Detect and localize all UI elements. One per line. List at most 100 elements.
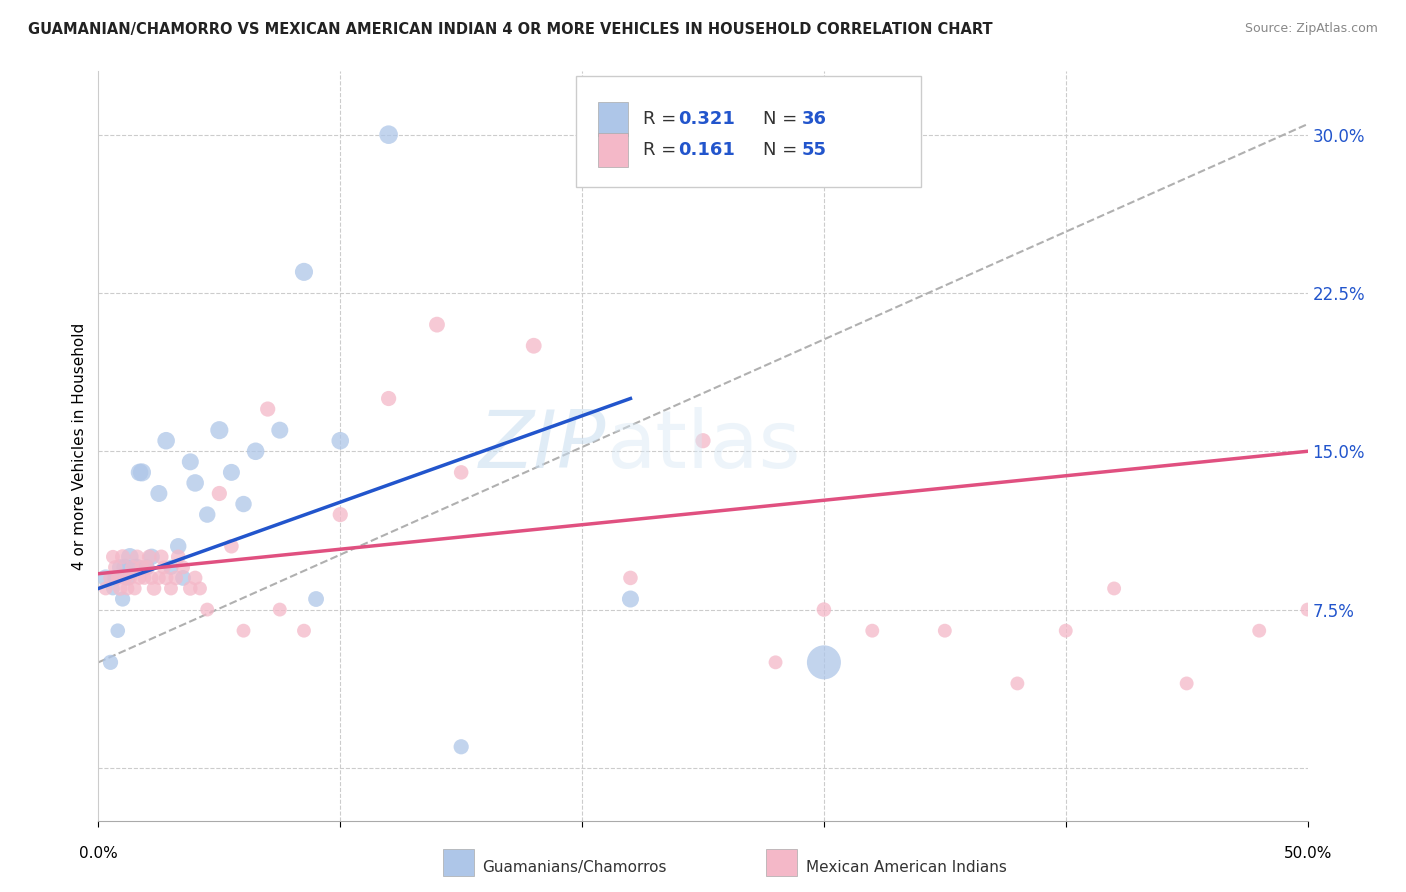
Y-axis label: 4 or more Vehicles in Household: 4 or more Vehicles in Household	[72, 322, 87, 570]
Point	[208, 486, 231, 500]
Point	[292, 265, 315, 279]
Point	[245, 444, 267, 458]
Point	[221, 539, 243, 553]
Text: N =: N =	[763, 141, 803, 159]
Point	[94, 571, 117, 585]
Point	[155, 571, 177, 585]
Point	[108, 582, 131, 596]
Point	[101, 582, 124, 596]
Text: Source: ZipAtlas.com: Source: ZipAtlas.com	[1244, 22, 1378, 36]
Point	[934, 624, 956, 638]
Point	[1249, 624, 1271, 638]
Point	[114, 571, 136, 585]
Point	[127, 549, 149, 564]
Point	[195, 602, 218, 616]
Point	[148, 486, 170, 500]
Point	[131, 560, 153, 574]
Point	[1296, 602, 1319, 616]
Point	[813, 656, 835, 670]
Text: atlas: atlas	[606, 407, 800, 485]
Point	[1054, 624, 1077, 638]
Point	[117, 582, 139, 596]
Point	[377, 128, 399, 142]
Point	[143, 582, 166, 596]
Point	[765, 656, 787, 670]
Point	[111, 592, 134, 607]
Point	[188, 582, 211, 596]
Point	[135, 560, 157, 574]
Text: 50.0%: 50.0%	[1284, 846, 1331, 861]
Point	[150, 549, 173, 564]
Point	[101, 549, 124, 564]
Point	[619, 571, 641, 585]
Text: 0.161: 0.161	[678, 141, 734, 159]
Point	[165, 571, 187, 585]
Text: 55: 55	[801, 141, 827, 159]
Point	[141, 571, 163, 585]
Point	[117, 571, 139, 585]
Text: R =: R =	[643, 110, 682, 128]
Point	[104, 560, 127, 574]
Point	[813, 602, 835, 616]
Point	[114, 560, 136, 574]
Point	[179, 582, 201, 596]
Point	[172, 571, 194, 585]
Point	[1102, 582, 1125, 596]
Text: Guamanians/Chamorros: Guamanians/Chamorros	[482, 860, 666, 874]
Point	[450, 466, 472, 480]
Point	[141, 549, 163, 564]
Text: 0.0%: 0.0%	[79, 846, 118, 861]
Point	[619, 592, 641, 607]
Text: N =: N =	[763, 110, 803, 128]
Point	[131, 466, 153, 480]
Point	[135, 560, 157, 574]
Point	[329, 508, 352, 522]
Point	[160, 560, 183, 574]
Point	[167, 539, 190, 553]
Point	[160, 582, 183, 596]
Point	[172, 560, 194, 574]
Point	[104, 571, 127, 585]
Point	[184, 571, 207, 585]
Point	[179, 455, 201, 469]
Point	[118, 549, 141, 564]
Point	[100, 571, 122, 585]
Point	[94, 582, 117, 596]
Point	[523, 339, 546, 353]
Point	[184, 475, 207, 490]
Text: Mexican American Indians: Mexican American Indians	[806, 860, 1007, 874]
Point	[121, 560, 143, 574]
Point	[232, 624, 254, 638]
Point	[124, 582, 146, 596]
Point	[221, 466, 243, 480]
Point	[167, 549, 190, 564]
Point	[426, 318, 449, 332]
Point	[860, 624, 883, 638]
Point	[377, 392, 399, 406]
Text: ZIP: ZIP	[479, 407, 606, 485]
Point	[148, 571, 170, 585]
Point	[152, 560, 174, 574]
Point	[111, 549, 134, 564]
Point	[134, 571, 156, 585]
Point	[1007, 676, 1029, 690]
Point	[292, 624, 315, 638]
Text: 36: 36	[801, 110, 827, 128]
Point	[450, 739, 472, 754]
Point	[108, 560, 131, 574]
Point	[208, 423, 231, 437]
Point	[195, 508, 218, 522]
Point	[269, 423, 291, 437]
Point	[127, 560, 149, 574]
Point	[128, 466, 150, 480]
Point	[305, 592, 328, 607]
Point	[329, 434, 352, 448]
Point	[107, 571, 129, 585]
Point	[256, 402, 278, 417]
Point	[692, 434, 714, 448]
Text: R =: R =	[643, 141, 682, 159]
Point	[138, 549, 160, 564]
Point	[232, 497, 254, 511]
Point	[100, 656, 122, 670]
Point	[269, 602, 291, 616]
